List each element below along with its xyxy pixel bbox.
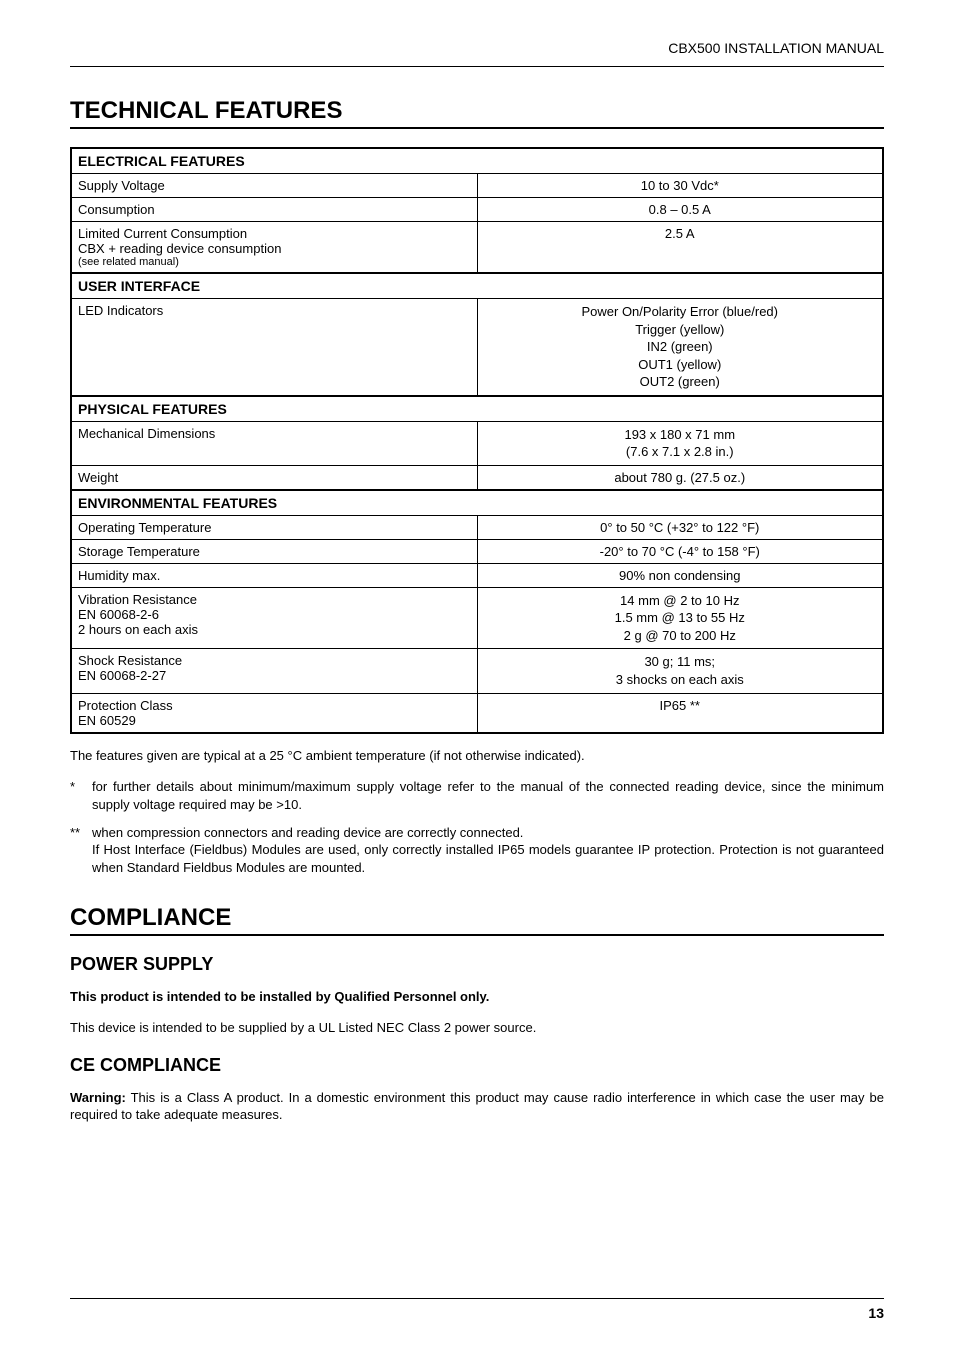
page-footer: 13	[70, 1298, 884, 1321]
shock-label-1: Shock Resistance	[78, 653, 471, 668]
footnote-1-marker: *	[70, 778, 92, 813]
shock-value-1: 30 g; 11 ms;	[484, 653, 877, 671]
led-value-3: IN2 (green)	[484, 338, 877, 356]
electrical-features-header: ELECTRICAL FEATURES	[71, 148, 883, 174]
ce-compliance-heading: CE COMPLIANCE	[70, 1055, 884, 1076]
footer-rule	[70, 1298, 884, 1299]
environmental-features-header: ENVIRONMENTAL FEATURES	[71, 490, 883, 516]
footnote-2-text: when compression connectors and reading …	[92, 824, 884, 877]
footnote-2: ** when compression connectors and readi…	[70, 824, 884, 877]
mech-dimensions-value: 193 x 180 x 71 mm (7.6 x 7.1 x 2.8 in.)	[477, 421, 883, 465]
protection-value: IP65 **	[477, 693, 883, 733]
operating-temp-value: 0° to 50 °C (+32° to 122 °F)	[477, 515, 883, 539]
limited-current-line3: (see related manual)	[78, 256, 471, 268]
operating-temp-label: Operating Temperature	[71, 515, 477, 539]
technical-features-heading: TECHNICAL FEATURES	[70, 97, 884, 125]
weight-value: about 780 g. (27.5 oz.)	[477, 465, 883, 490]
footnote-1: * for further details about minimum/maxi…	[70, 778, 884, 813]
vib-value-3: 2 g @ 70 to 200 Hz	[484, 627, 877, 645]
consumption-label: Consumption	[71, 198, 477, 222]
spec-table: ELECTRICAL FEATURES Supply Voltage 10 to…	[70, 147, 884, 734]
humidity-label: Humidity max.	[71, 563, 477, 587]
heading-underline	[70, 127, 884, 129]
mech-dim-line1: 193 x 180 x 71 mm	[484, 426, 877, 444]
supply-voltage-label: Supply Voltage	[71, 174, 477, 198]
ce-warning-text: Warning: This is a Class A product. In a…	[70, 1090, 884, 1124]
limited-current-line1: Limited Current Consumption	[78, 226, 471, 241]
vibration-value: 14 mm @ 2 to 10 Hz 1.5 mm @ 13 to 55 Hz …	[477, 587, 883, 649]
led-value-1: Power On/Polarity Error (blue/red)	[484, 303, 877, 321]
humidity-value: 90% non condensing	[477, 563, 883, 587]
footnote-1-text: for further details about minimum/maximu…	[92, 778, 884, 813]
typical-note: The features given are typical at a 25 °…	[70, 748, 884, 765]
user-interface-header: USER INTERFACE	[71, 273, 883, 299]
vibration-label: Vibration Resistance EN 60068-2-6 2 hour…	[71, 587, 477, 649]
vib-label-2: EN 60068-2-6	[78, 607, 471, 622]
mech-dim-line2: (7.6 x 7.1 x 2.8 in.)	[484, 443, 877, 461]
led-value-2: Trigger (yellow)	[484, 321, 877, 339]
weight-label: Weight	[71, 465, 477, 490]
physical-features-header: PHYSICAL FEATURES	[71, 396, 883, 422]
page-number: 13	[70, 1305, 884, 1321]
shock-value: 30 g; 11 ms; 3 shocks on each axis	[477, 649, 883, 693]
limited-current-line2: CBX + reading device consumption	[78, 241, 471, 256]
storage-temp-value: -20° to 70 °C (-4° to 158 °F)	[477, 539, 883, 563]
vib-value-2: 1.5 mm @ 13 to 55 Hz	[484, 609, 877, 627]
limited-current-label: Limited Current Consumption CBX + readin…	[71, 222, 477, 274]
header-rule	[70, 66, 884, 67]
storage-temp-label: Storage Temperature	[71, 539, 477, 563]
page-container: CBX500 INSTALLATION MANUAL TECHNICAL FEA…	[0, 0, 954, 1351]
footnote-2-line1: when compression connectors and reading …	[92, 825, 523, 840]
shock-label-2: EN 60068-2-27	[78, 668, 471, 683]
vib-label-3: 2 hours on each axis	[78, 622, 471, 637]
led-indicators-values: Power On/Polarity Error (blue/red) Trigg…	[477, 299, 883, 396]
led-value-4: OUT1 (yellow)	[484, 356, 877, 374]
prot-label-1: Protection Class	[78, 698, 471, 713]
prot-label-2: EN 60529	[78, 713, 471, 728]
led-indicators-label: LED Indicators	[71, 299, 477, 396]
shock-value-2: 3 shocks on each axis	[484, 671, 877, 689]
power-supply-line2: This device is intended to be supplied b…	[70, 1020, 884, 1037]
compliance-underline	[70, 934, 884, 936]
footnote-2-marker: **	[70, 824, 92, 877]
compliance-heading: COMPLIANCE	[70, 904, 884, 932]
limited-current-value: 2.5 A	[477, 222, 883, 274]
header-doc-title: CBX500 INSTALLATION MANUAL	[70, 40, 884, 56]
shock-label: Shock Resistance EN 60068-2-27	[71, 649, 477, 693]
power-supply-bold-line: This product is intended to be installed…	[70, 989, 884, 1006]
footnote-2-line2: If Host Interface (Fieldbus) Modules are…	[92, 842, 884, 875]
led-value-5: OUT2 (green)	[484, 373, 877, 391]
vib-label-1: Vibration Resistance	[78, 592, 471, 607]
consumption-value: 0.8 – 0.5 A	[477, 198, 883, 222]
ce-text: This is a Class A product. In a domestic…	[70, 1090, 884, 1122]
mech-dimensions-label: Mechanical Dimensions	[71, 421, 477, 465]
supply-voltage-value: 10 to 30 Vdc*	[477, 174, 883, 198]
warning-label: Warning:	[70, 1090, 126, 1105]
power-supply-heading: POWER SUPPLY	[70, 954, 884, 975]
vib-value-1: 14 mm @ 2 to 10 Hz	[484, 592, 877, 610]
protection-label: Protection Class EN 60529	[71, 693, 477, 733]
